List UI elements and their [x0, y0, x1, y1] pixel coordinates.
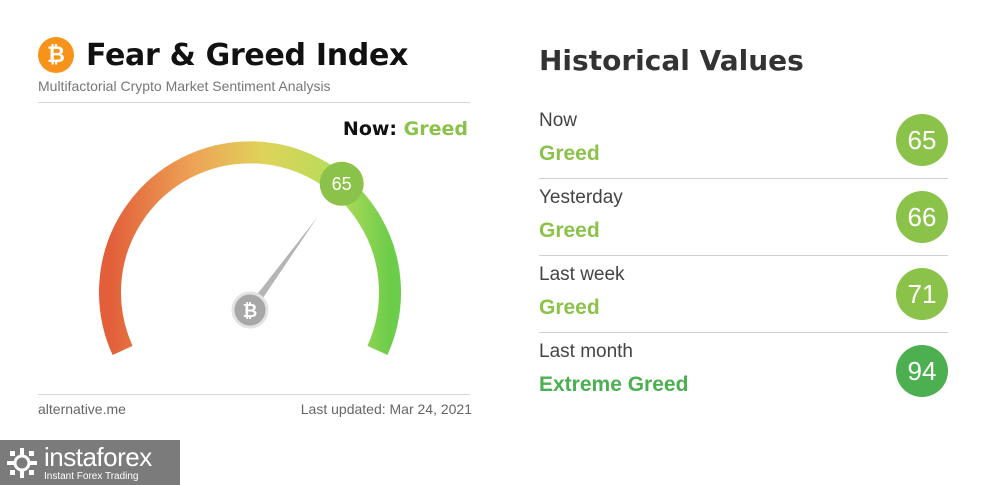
historical-row-now: Now Greed 65	[539, 102, 948, 179]
historical-title: Historical Values	[539, 44, 804, 77]
historical-row-last-week: Last week Greed 71	[539, 256, 948, 333]
widget-title: Fear & Greed Index	[86, 37, 409, 73]
gauge-value-badge-circle	[319, 161, 364, 206]
now-value: Greed	[403, 118, 468, 140]
row-classification: Greed	[539, 296, 600, 319]
row-label: Last month	[539, 341, 633, 362]
historical-row-last-month: Last month Extreme Greed 94	[539, 333, 948, 409]
row-value-badge: 65	[896, 114, 948, 166]
header-divider	[38, 102, 470, 103]
widget-header: ₿ Fear & Greed Index	[38, 35, 408, 75]
footer-divider	[38, 394, 470, 395]
gauge-needle	[246, 216, 318, 313]
gauge-value-badge: 65	[332, 174, 352, 194]
row-label: Last week	[539, 264, 625, 285]
row-value-badge: 66	[896, 191, 948, 243]
instaforex-logo-icon	[7, 447, 37, 478]
widget-subtitle: Multifactorial Crypto Market Sentiment A…	[38, 78, 331, 94]
historical-list: Now Greed 65 Yesterday Greed 66 Last wee…	[539, 102, 948, 409]
source-link[interactable]: alternative.me	[38, 401, 126, 417]
now-status: Now: Greed	[343, 118, 468, 140]
sentiment-gauge: ₿ 65	[99, 141, 401, 355]
brand-tagline: Instant Forex Trading	[44, 470, 139, 482]
row-value-badge: 94	[896, 345, 948, 397]
bitcoin-hub-icon: ₿	[243, 301, 258, 322]
instaforex-watermark: instaforex Instant Forex Trading	[0, 440, 180, 485]
row-label: Yesterday	[539, 187, 623, 208]
row-value-badge: 71	[896, 268, 948, 320]
historical-row-yesterday: Yesterday Greed 66	[539, 179, 948, 256]
row-classification: Greed	[539, 142, 600, 165]
needle-hub	[231, 291, 269, 329]
gauge-arc	[99, 141, 401, 355]
row-classification: Greed	[539, 219, 600, 242]
bitcoin-logo-icon: ₿	[38, 37, 74, 73]
fear-greed-widget: ₿ Fear & Greed Index Multifactorial Cryp…	[38, 30, 472, 430]
now-label: Now:	[342, 118, 398, 140]
brand-name: instaforex	[44, 441, 152, 472]
row-label: Now	[539, 110, 578, 131]
row-classification: Extreme Greed	[539, 373, 689, 396]
last-updated: Last updated: Mar 24, 2021	[300, 401, 472, 417]
